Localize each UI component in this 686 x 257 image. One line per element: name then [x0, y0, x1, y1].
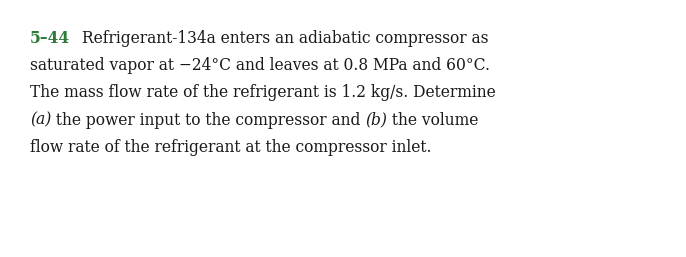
Text: (b): (b) — [366, 112, 388, 128]
Text: The mass flow rate of the refrigerant is 1.2 kg/s. Determine: The mass flow rate of the refrigerant is… — [30, 84, 496, 102]
Text: flow rate of the refrigerant at the compressor inlet.: flow rate of the refrigerant at the comp… — [30, 139, 431, 156]
Text: the power input to the compressor and: the power input to the compressor and — [51, 112, 366, 128]
Text: saturated vapor at −24°C and leaves at 0.8 MPa and 60°C.: saturated vapor at −24°C and leaves at 0… — [30, 57, 490, 74]
Text: (a): (a) — [30, 112, 51, 128]
Text: Refrigerant-134a enters an adiabatic compressor as: Refrigerant-134a enters an adiabatic com… — [82, 30, 488, 47]
Text: the volume: the volume — [388, 112, 479, 128]
Text: 5–44: 5–44 — [30, 30, 70, 47]
